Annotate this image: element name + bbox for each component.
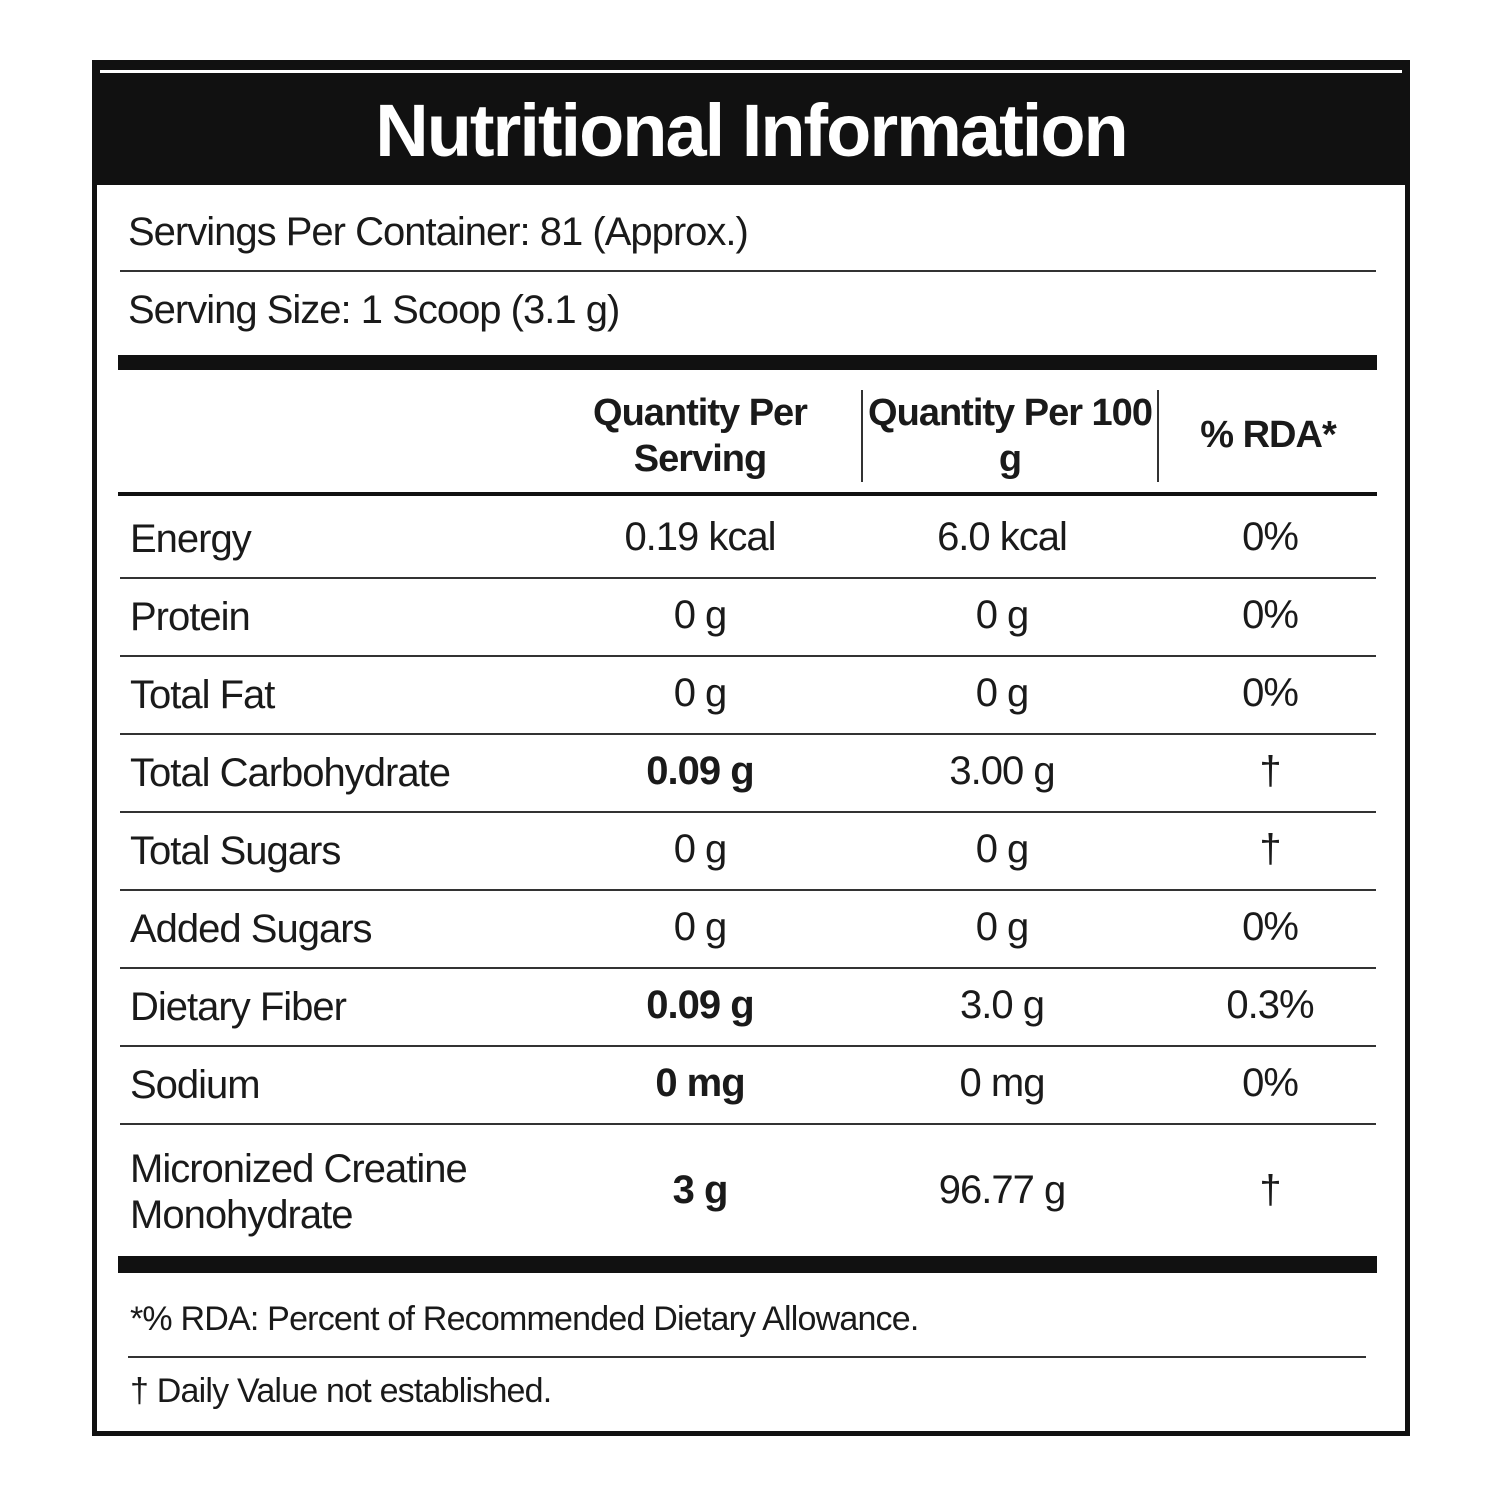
row-rule bbox=[120, 889, 1376, 891]
cell: 0 g bbox=[975, 905, 1030, 949]
row-label: Total Carbohydrate bbox=[130, 751, 451, 795]
cell: 0.09 g bbox=[646, 983, 754, 1027]
cell: 0.3% bbox=[1226, 983, 1314, 1027]
row-label: Total Fat bbox=[130, 673, 275, 717]
cell: 0 mg bbox=[959, 1061, 1046, 1105]
rule bbox=[128, 1356, 1366, 1358]
cell: 0 g bbox=[673, 905, 728, 949]
cell: † bbox=[1259, 1167, 1281, 1212]
cell: 0 g bbox=[673, 671, 728, 715]
cell: 0 g bbox=[975, 671, 1030, 715]
cell: † bbox=[1259, 827, 1281, 871]
row-rule bbox=[120, 733, 1376, 735]
row-rule bbox=[120, 967, 1376, 969]
thick-rule bbox=[118, 1256, 1377, 1273]
row-label: Total Sugars bbox=[130, 829, 341, 873]
row-label: Added Sugars bbox=[130, 907, 373, 951]
row-label: Protein bbox=[130, 595, 251, 639]
cell: 0 mg bbox=[655, 1061, 745, 1105]
cell: 0% bbox=[1242, 593, 1299, 637]
row-rule bbox=[120, 1123, 1376, 1125]
cell: 0% bbox=[1242, 515, 1299, 559]
serving-size: Serving Size: 1 Scoop (3.1 g) bbox=[128, 288, 620, 332]
column-header: % RDA* bbox=[1200, 414, 1336, 456]
row-label: Sodium bbox=[130, 1063, 261, 1107]
servings: Servings Per Container: 81 (Approx.) bbox=[128, 210, 749, 254]
row-label: Dietary Fiber bbox=[130, 985, 347, 1029]
cell: 3.00 g bbox=[949, 749, 1055, 793]
row-label: Energy bbox=[130, 517, 252, 561]
cell: 0% bbox=[1242, 905, 1299, 949]
thick-rule bbox=[118, 355, 1377, 370]
cell: 0 g bbox=[975, 827, 1030, 871]
cell: 3 g bbox=[672, 1167, 729, 1212]
rule bbox=[120, 270, 1376, 272]
cell: 96.77 g bbox=[938, 1167, 1066, 1212]
cell: 0% bbox=[1242, 671, 1299, 715]
cell: 0% bbox=[1242, 1061, 1299, 1105]
footnote: † Daily Value not established. bbox=[130, 1372, 552, 1410]
title-bar bbox=[92, 60, 1410, 185]
title-rule bbox=[100, 70, 1402, 73]
column-header: Quantity Per Serving bbox=[593, 392, 808, 480]
cell: 0.09 g bbox=[646, 749, 754, 793]
cell: 0 g bbox=[673, 827, 728, 871]
row-rule bbox=[120, 811, 1376, 813]
column-header: Quantity Per 100 g bbox=[868, 392, 1153, 480]
cell: † bbox=[1259, 749, 1281, 793]
row-label: Micronized Creatine Monohydrate bbox=[130, 1146, 468, 1237]
row-rule bbox=[120, 655, 1376, 657]
footnote: *% RDA: Percent of Recommended Dietary A… bbox=[130, 1300, 919, 1338]
row-rule bbox=[120, 577, 1376, 579]
cell: 0 g bbox=[975, 593, 1030, 637]
column-divider bbox=[1157, 390, 1159, 482]
title: Nutritional Information bbox=[375, 89, 1129, 172]
column-divider bbox=[861, 390, 863, 482]
cell: 6.0 kcal bbox=[937, 515, 1068, 559]
cell: 0 g bbox=[673, 593, 728, 637]
row-rule bbox=[120, 1045, 1376, 1047]
cell: 0.19 kcal bbox=[624, 515, 776, 559]
header-rule bbox=[118, 492, 1377, 496]
cell: 3.0 g bbox=[960, 983, 1045, 1027]
